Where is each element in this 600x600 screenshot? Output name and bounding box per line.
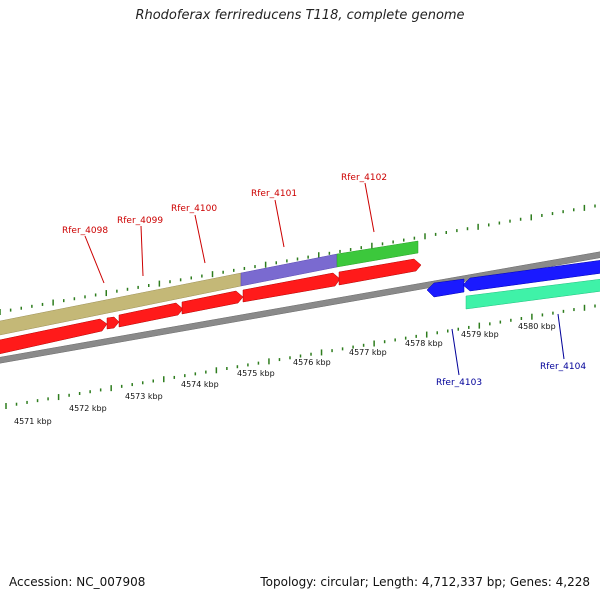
gene-label-leaders — [84, 182, 565, 376]
leader-line — [274, 199, 285, 248]
gene-arrow — [106, 316, 120, 330]
scale-label: 4577 kbp — [349, 348, 387, 357]
gene-label: Rfer_4098 — [62, 226, 108, 236]
gene-label: Rfer_4101 — [251, 189, 297, 199]
gene-label: Rfer_4103 — [436, 378, 482, 388]
leader-line — [84, 235, 105, 284]
gene-arrow — [462, 260, 600, 292]
upper-tick-track — [0, 204, 596, 315]
map-title: Rhodoferax ferrireducens T118, complete … — [135, 8, 465, 23]
leader-line — [451, 328, 460, 376]
scale-label: 4580 kbp — [518, 322, 556, 331]
gene-arrow — [338, 258, 422, 286]
gene-label: Rfer_4104 — [540, 362, 586, 372]
leader-line — [557, 313, 565, 360]
gene-arrow — [181, 290, 244, 315]
scale-label: 4578 kbp — [405, 339, 443, 348]
leader-line — [364, 182, 375, 233]
scale-label: 4572 kbp — [69, 404, 107, 413]
leader-line — [194, 214, 206, 264]
genome-backbone — [0, 251, 600, 364]
scale-label: 4571 kbp — [14, 417, 52, 426]
leader-line — [140, 225, 144, 277]
gene-arrow — [0, 318, 108, 355]
gene-label: Rfer_4102 — [341, 173, 387, 183]
gene-arrow — [242, 272, 341, 303]
genome-summary-text: Topology: circular; Length: 4,712,337 bp… — [260, 575, 590, 589]
scale-label: 4576 kbp — [293, 358, 331, 367]
scale-labels: 4571 kbp 4572 kbp 4573 kbp 4574 kbp 4575… — [14, 322, 556, 426]
gene-arrow — [118, 302, 184, 328]
scale-label: 4573 kbp — [125, 392, 163, 401]
function-band-track — [0, 240, 600, 336]
forward-gene-track — [0, 258, 422, 355]
band-green — [336, 240, 419, 268]
scale-label: 4575 kbp — [237, 369, 275, 378]
gene-labels: Rfer_4098 Rfer_4099 Rfer_4100 Rfer_4101 … — [62, 173, 586, 388]
scale-label: 4579 kbp — [461, 330, 499, 339]
gene-label: Rfer_4099 — [117, 216, 163, 226]
gene-label: Rfer_4100 — [171, 204, 217, 214]
reverse-gene-track — [426, 260, 600, 298]
scale-label: 4574 kbp — [181, 380, 219, 389]
band-cyan — [465, 278, 600, 310]
lower-tick-track — [5, 304, 596, 409]
accession-text: Accession: NC_007908 — [9, 575, 146, 589]
